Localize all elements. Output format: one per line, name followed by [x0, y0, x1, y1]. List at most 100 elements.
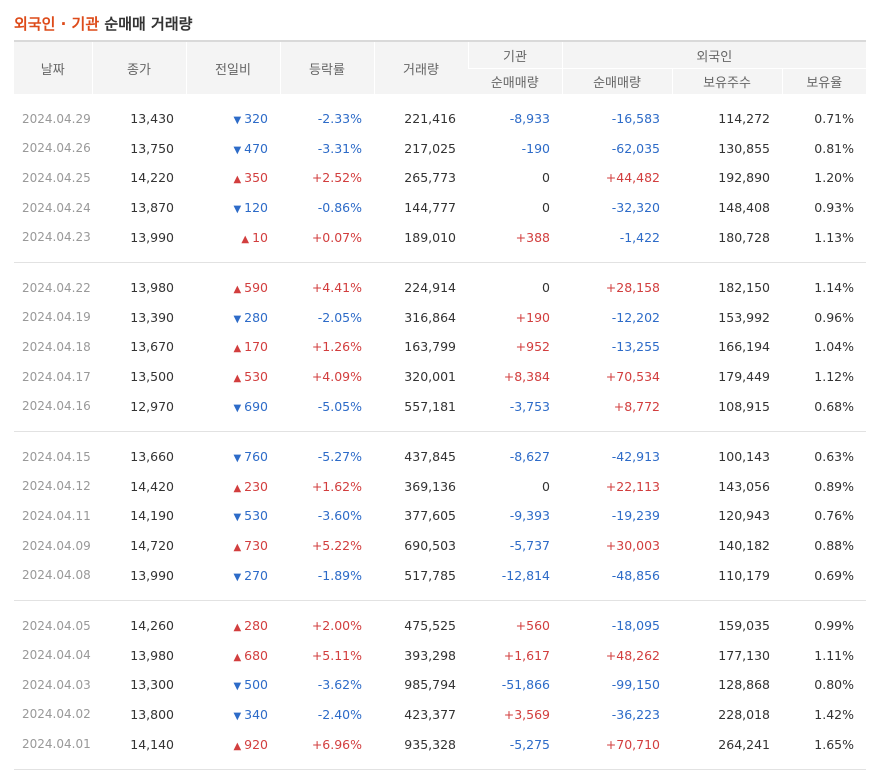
cell-institution-net: 0 — [542, 170, 550, 186]
cell-foreign-net: -16,583 — [611, 111, 660, 127]
table-body: 2024.04.29 13,430 ▼ 320 -2.33% 221,416 -8,933-… — [14, 94, 867, 770]
cell-ratio: 1.42% — [814, 706, 855, 722]
down-arrow-icon: ▼ — [233, 710, 242, 722]
cell-holdings: 159,035 — [718, 618, 770, 634]
cell-date: 2024.04.22 — [22, 280, 91, 295]
cell-institution-net: -8,933 — [509, 111, 550, 127]
group-divider — [14, 589, 867, 601]
table-row: 2024.04.09 14,720 ▲ 730 +5.22% 690,503 -5,737 +… — [14, 531, 866, 561]
cell-holdings: 179,449 — [718, 369, 770, 385]
cell-institution-net: -8,627 — [509, 449, 550, 465]
cell-holdings: 153,992 — [718, 309, 770, 325]
cell-date: 2024.04.04 — [22, 648, 91, 663]
cell-volume: 144,777 — [404, 200, 456, 216]
cell-close: 14,190 — [130, 508, 174, 524]
cell-institution-net: +952 — [515, 339, 550, 355]
down-arrow-icon: ▼ — [233, 571, 242, 583]
group-top-gap — [14, 431, 866, 442]
cell-date: 2024.04.01 — [22, 737, 91, 752]
cell-diff-value: 230 — [244, 478, 268, 494]
table-row: 2024.04.16 12,970 ▼ 690 -5.05% 557,181 -3,753 +… — [14, 391, 866, 421]
cell-date: 2024.04.09 — [22, 538, 91, 553]
header-diff: 전일비 — [185, 40, 280, 94]
cell-diff: ▼ 470 — [186, 134, 280, 164]
cell-holdings: 130,855 — [718, 140, 770, 156]
cell-ratio: 0.93% — [814, 200, 855, 216]
cell-rate: -5.05% — [317, 398, 362, 414]
group-divider — [14, 251, 867, 263]
cell-date: 2024.04.08 — [22, 568, 91, 583]
cell-foreign-net: +48,262 — [605, 647, 660, 663]
cell-date: 2024.04.29 — [22, 111, 91, 126]
cell-institution-net: +1,617 — [503, 647, 550, 663]
up-arrow-icon: ▲ — [233, 542, 242, 554]
cell-holdings: 148,408 — [718, 200, 770, 216]
cell-volume: 557,181 — [404, 398, 456, 414]
section-title-highlight: 외국인 · 기관 — [14, 15, 100, 33]
table-row: 2024.04.25 14,220 ▲ 350 +2.52% 265,773 0 +44,48… — [14, 163, 866, 193]
cell-diff: ▲ 350 — [186, 163, 280, 193]
down-arrow-icon: ▼ — [233, 402, 242, 414]
up-arrow-icon: ▲ — [233, 740, 242, 752]
cell-foreign-net: -13,255 — [611, 339, 660, 355]
cell-foreign-net: -12,202 — [611, 309, 660, 325]
cell-diff-value: 340 — [244, 706, 268, 722]
table-row: 2024.04.05 14,260 ▲ 280 +2.00% 475,525 +560 -18… — [14, 611, 866, 641]
cell-diff-value: 690 — [244, 398, 268, 414]
cell-foreign-net: -1,422 — [619, 229, 660, 245]
table-row: 2024.04.15 13,660 ▼ 760 -5.27% 437,845 -8,627 -… — [14, 442, 866, 472]
cell-date: 2024.04.18 — [22, 339, 91, 354]
cell-date: 2024.04.02 — [22, 707, 91, 722]
cell-holdings: 140,182 — [718, 538, 770, 554]
cell-diff: ▲ 920 — [186, 729, 280, 759]
table-row: 2024.04.29 13,430 ▼ 320 -2.33% 221,416 -8,933 -… — [14, 104, 866, 134]
cell-ratio: 0.69% — [814, 567, 855, 583]
cell-diff: ▼ 340 — [186, 700, 280, 730]
cell-volume: 163,799 — [404, 339, 456, 355]
cell-rate: -2.05% — [317, 309, 362, 325]
cell-date: 2024.04.11 — [22, 508, 91, 523]
down-arrow-icon: ▼ — [233, 512, 242, 524]
cell-rate: -2.40% — [317, 706, 362, 722]
cell-institution-net: 0 — [542, 280, 550, 296]
cell-diff: ▲ 530 — [186, 362, 280, 392]
cell-ratio: 0.71% — [814, 111, 855, 127]
cell-diff-value: 320 — [244, 111, 268, 127]
cell-rate: +6.96% — [311, 736, 362, 752]
cell-diff-value: 730 — [244, 538, 268, 554]
cell-diff-value: 170 — [244, 339, 268, 355]
cell-volume: 393,298 — [404, 647, 456, 663]
cell-diff-value: 120 — [244, 200, 268, 216]
cell-diff-value: 920 — [244, 736, 268, 752]
cell-holdings: 143,056 — [718, 478, 770, 494]
cell-rate: -1.89% — [317, 567, 362, 583]
cell-institution-net: 0 — [542, 200, 550, 216]
cell-date: 2024.04.05 — [22, 618, 91, 633]
cell-rate: -3.60% — [317, 508, 362, 524]
cell-volume: 369,136 — [404, 478, 456, 494]
cell-date: 2024.04.15 — [22, 449, 91, 464]
cell-foreign-net: -18,095 — [611, 618, 660, 634]
cell-holdings: 120,943 — [718, 508, 770, 524]
cell-volume: 437,845 — [404, 449, 456, 465]
cell-close: 14,140 — [130, 736, 174, 752]
cell-volume: 265,773 — [404, 170, 456, 186]
cell-close: 13,990 — [130, 229, 174, 245]
cell-institution-net: -3,753 — [509, 398, 550, 414]
cell-date: 2024.04.19 — [22, 310, 91, 325]
cell-rate: +5.11% — [311, 647, 362, 663]
table-row: 2024.04.26 13,750 ▼ 470 -3.31% 217,025 -190 -62… — [14, 134, 866, 164]
cell-close: 14,220 — [130, 170, 174, 186]
cell-holdings: 110,179 — [718, 567, 770, 583]
header-rate: 등락률 — [279, 40, 374, 94]
cell-diff: ▼ 270 — [186, 560, 280, 590]
table-row: 2024.04.04 13,980 ▲ 680 +5.11% 393,298 +1,617 +… — [14, 641, 866, 671]
cell-date: 2024.04.25 — [22, 170, 91, 185]
cell-foreign-net: +70,534 — [605, 369, 660, 385]
cell-date: 2024.04.17 — [22, 369, 91, 384]
cell-ratio: 0.81% — [814, 140, 855, 156]
cell-volume: 935,328 — [404, 736, 456, 752]
table-row: 2024.04.22 13,980 ▲ 590 +4.41% 224,914 0 +28,15… — [14, 273, 866, 303]
cell-holdings: 182,150 — [718, 280, 770, 296]
